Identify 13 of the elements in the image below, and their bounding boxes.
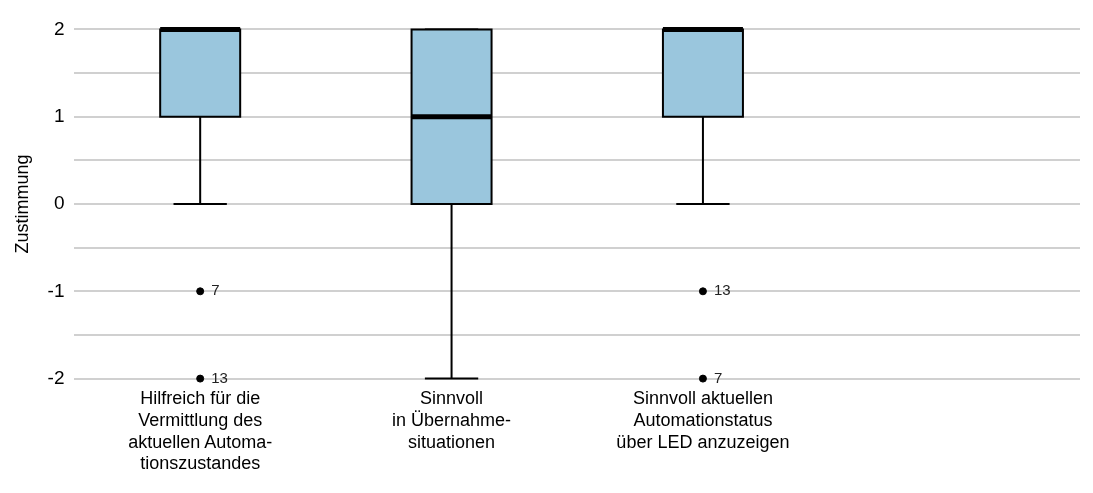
x-tick-label: Sinnvoll aktuellen Automationstatus über LED anzuzeigen (616, 388, 790, 452)
y-axis-title: Zustimmung (11, 154, 32, 254)
y-tick-label: 1 (53, 104, 65, 126)
annotation: 7 (713, 368, 723, 386)
x-tick-label: Sinnvoll in Übernahme- situationen (392, 388, 512, 452)
annotation: 7 (211, 281, 220, 299)
y-tick-label: 0 (53, 192, 65, 214)
y-tick-label: 2 (53, 17, 65, 39)
annotation: 13 (713, 281, 731, 299)
x-tick-label: Hilfreich für die Vermittlung des aktuellen Automa- tionszustandes (128, 388, 273, 474)
annotation: 13 (211, 368, 228, 386)
y-tick-label: -1 (47, 279, 65, 301)
y-tick-label: -2 (47, 366, 65, 388)
